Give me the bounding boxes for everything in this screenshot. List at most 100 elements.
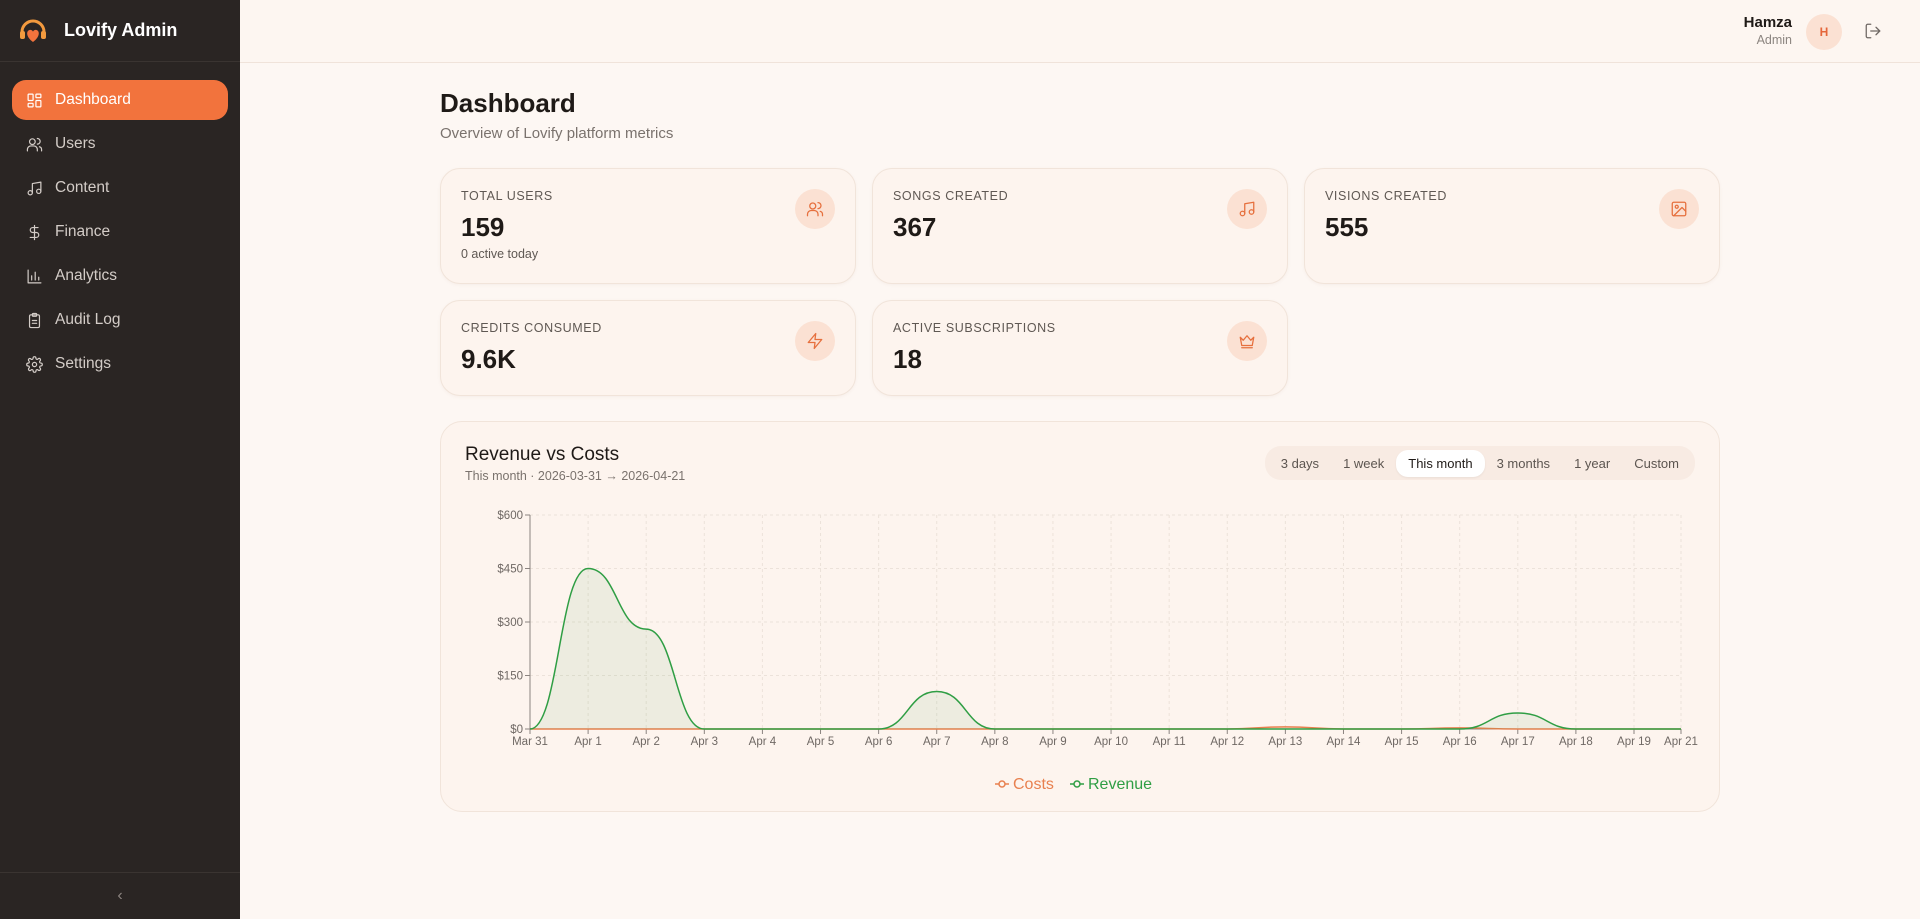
sidebar-item-content[interactable]: Content	[12, 168, 228, 208]
crown-icon	[1227, 321, 1267, 361]
x-tick-label: Apr 7	[923, 736, 951, 748]
stat-label: TOTAL USERS	[461, 189, 553, 203]
x-tick-label: Apr 13	[1268, 736, 1302, 748]
stat-value: 18	[893, 344, 922, 374]
stat-card-total-users: TOTAL USERS 159 0 active today	[440, 168, 856, 284]
legend-costs-marker-icon	[998, 780, 1006, 788]
sidebar-item-label: Users	[55, 135, 96, 152]
x-tick-label: Apr 16	[1443, 736, 1477, 748]
chart-title: Revenue vs Costs	[465, 444, 620, 465]
user-role: Admin	[1756, 33, 1792, 47]
sidebar-item-label: Audit Log	[55, 311, 121, 328]
user-name: Hamza	[1743, 14, 1792, 31]
logout-icon	[1865, 23, 1881, 39]
stat-label: SONGS CREATED	[893, 189, 1009, 203]
collapse-sidebar-button[interactable]: ‹	[0, 872, 240, 919]
x-tick-label: Apr 8	[981, 736, 1009, 748]
x-tick-label: Apr 15	[1385, 736, 1419, 748]
sidebar-item-label: Dashboard	[55, 91, 131, 108]
x-tick-label: Apr 17	[1501, 736, 1535, 748]
sidebar-nav: Dashboard Users Content Finance Analytic…	[0, 62, 240, 384]
bar-chart-icon	[25, 267, 43, 285]
range-3-days[interactable]: 3 days	[1280, 455, 1320, 471]
range-1-year[interactable]: 1 year	[1574, 455, 1611, 471]
x-tick-label: Apr 4	[749, 736, 777, 748]
revenue-area	[530, 568, 1681, 729]
x-tick-label: Apr 3	[691, 736, 719, 748]
stat-value: 159	[461, 212, 505, 242]
music-note-icon	[1227, 189, 1267, 229]
x-tick-label: Apr 14	[1327, 736, 1361, 748]
music-note-icon	[25, 179, 43, 197]
x-tick-label: Mar 31	[512, 736, 548, 748]
dashboard-icon	[25, 91, 43, 109]
stat-label: VISIONS CREATED	[1325, 189, 1447, 203]
users-icon	[795, 189, 835, 229]
dollar-icon	[25, 223, 43, 241]
chevron-left-icon: ‹	[117, 887, 123, 904]
x-tick-label: Apr 5	[807, 736, 835, 748]
y-tick-label: $150	[497, 671, 523, 683]
time-range-selector: 3 days 1 week This month 3 months 1 year…	[1264, 446, 1695, 480]
revenue-line	[529, 567, 1681, 730]
x-tick-label: Apr 6	[865, 736, 893, 748]
x-tick-label: Apr 10	[1094, 736, 1128, 748]
stat-note: 0 active today	[461, 247, 539, 261]
stat-value: 555	[1325, 212, 1369, 242]
avatar[interactable]: H	[1806, 14, 1842, 50]
y-tick-label: $600	[497, 510, 523, 522]
stat-label: ACTIVE SUBSCRIPTIONS	[893, 321, 1056, 335]
clipboard-icon	[25, 311, 43, 329]
range-custom[interactable]: Custom	[1634, 455, 1679, 471]
x-tick-label: Apr 1	[574, 736, 602, 748]
stat-label: CREDITS CONSUMED	[461, 321, 602, 335]
sidebar: Lovify Admin Dashboard Users Content Fin…	[0, 0, 240, 919]
stat-card-songs-created: SONGS CREATED 367	[872, 168, 1288, 284]
stat-value: 9.6K	[461, 344, 516, 374]
stat-value: 367	[893, 212, 937, 242]
lightning-icon	[795, 321, 835, 361]
sidebar-item-users[interactable]: Users	[12, 124, 228, 164]
y-tick-label: $450	[497, 564, 523, 576]
x-tick-label: Apr 11	[1153, 736, 1186, 748]
x-tick-label: Apr 2	[632, 736, 660, 748]
x-tick-label: Apr 12	[1210, 736, 1244, 748]
app-name: Lovify Admin	[64, 20, 178, 40]
stat-card-credits-consumed: CREDITS CONSUMED 9.6K	[440, 300, 856, 396]
sidebar-item-label: Finance	[55, 223, 111, 240]
sidebar-item-finance[interactable]: Finance	[12, 212, 228, 252]
lovify-logo-icon	[20, 19, 46, 42]
x-tick-label: Apr 19	[1617, 736, 1651, 748]
sidebar-item-label: Analytics	[55, 267, 118, 284]
stat-card-visions-created: VISIONS CREATED 555	[1304, 168, 1720, 284]
chart-subtitle: This month · 2026-03-31 → 2026-04-21	[465, 469, 686, 483]
sidebar-item-audit-log[interactable]: Audit Log	[12, 300, 228, 340]
sidebar-item-analytics[interactable]: Analytics	[12, 256, 228, 296]
logout-button[interactable]	[1864, 22, 1884, 42]
page-subtitle: Overview of Lovify platform metrics	[440, 125, 674, 142]
topbar: Hamza Admin H	[240, 0, 1920, 63]
sidebar-item-label: Settings	[55, 355, 112, 372]
user-info: Hamza Admin	[1744, 14, 1792, 47]
revenue-costs-chart: $0 $150 $300 $450 $600 Mar 31 Apr 1 Apr 2 Apr 3 A…	[497, 510, 1698, 793]
sidebar-item-dashboard[interactable]: Dashboard	[12, 80, 228, 120]
brand: Lovify Admin	[0, 0, 240, 62]
y-tick-label: $0	[510, 724, 523, 736]
users-icon	[25, 135, 43, 153]
range-this-month[interactable]: This month	[1396, 449, 1485, 477]
gear-icon	[25, 355, 43, 373]
image-icon	[1659, 189, 1699, 229]
range-3-months[interactable]: 3 months	[1496, 455, 1551, 471]
legend-revenue-label: Revenue	[1088, 776, 1152, 793]
stat-card-active-subscriptions: ACTIVE SUBSCRIPTIONS 18	[872, 300, 1288, 396]
y-tick-label: $300	[497, 617, 523, 629]
legend-costs-label: Costs	[1013, 776, 1054, 793]
range-1-week[interactable]: 1 week	[1343, 455, 1385, 471]
revenue-costs-chart-card: Revenue vs Costs This month · 2026-03-31…	[440, 421, 1720, 812]
legend-revenue-marker-icon	[1073, 780, 1081, 788]
sidebar-item-settings[interactable]: Settings	[12, 344, 228, 384]
x-tick-label: Apr 18	[1559, 736, 1593, 748]
x-tick-label: Apr 9	[1039, 736, 1067, 748]
x-tick-label: Apr 21	[1664, 736, 1698, 748]
page-title: Dashboard	[440, 88, 576, 118]
